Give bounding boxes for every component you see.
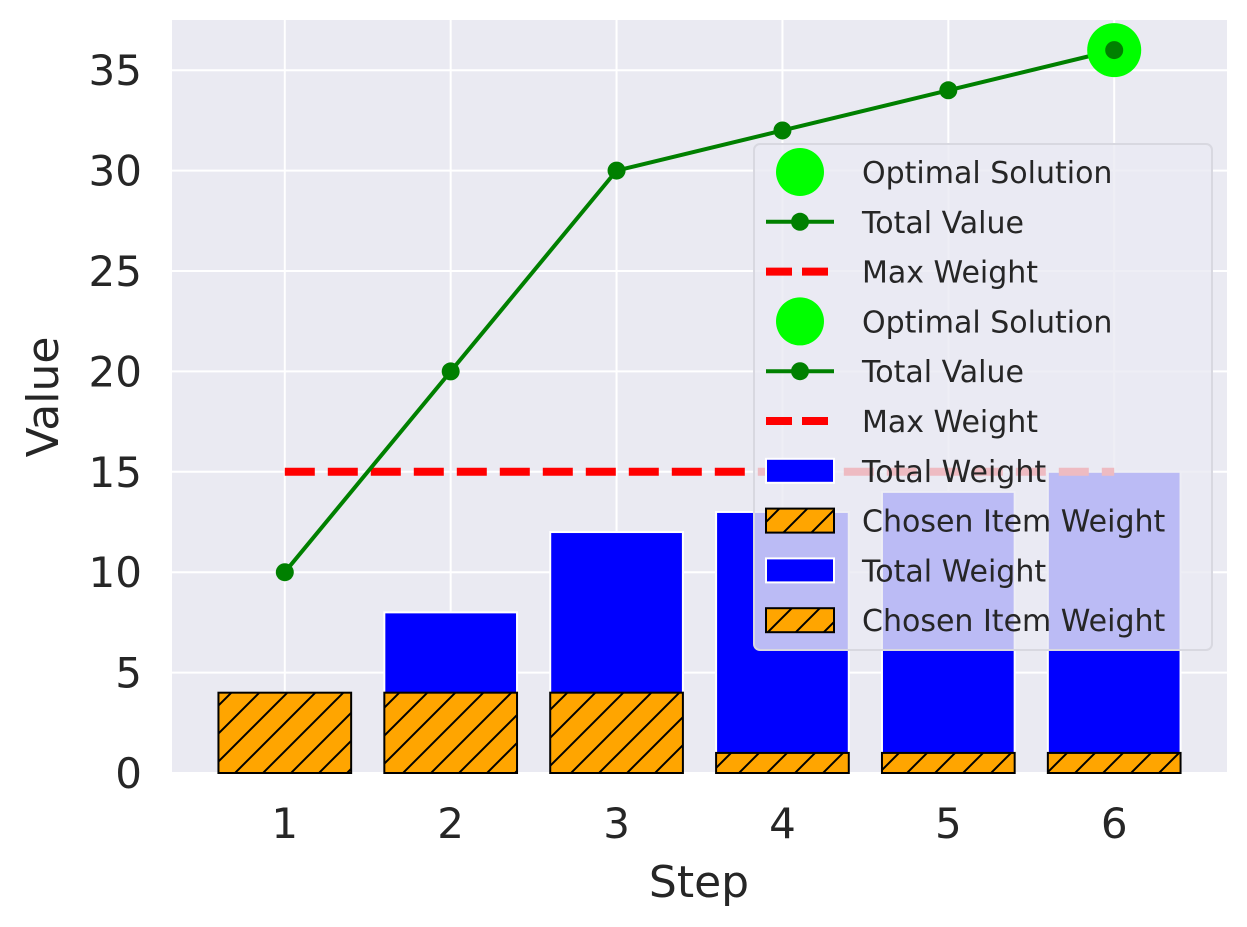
x-tick-label: 5: [935, 799, 962, 848]
y-tick-label: 5: [115, 649, 142, 698]
legend-handle-patch: [765, 457, 835, 484]
y-tick-label: 30: [89, 147, 142, 196]
legend-item: Total Value: [766, 355, 1024, 390]
legend-label: Chosen Item Weight: [862, 604, 1166, 639]
total-value-point: [441, 362, 460, 381]
legend-handle-marker: [776, 297, 824, 346]
total-value-polyline: [283, 48, 1115, 574]
y-tick-label: 15: [89, 448, 142, 497]
y-axis-label: Value: [18, 337, 69, 458]
y-tick-label: 35: [89, 46, 142, 95]
chosen-item-weight-bar: [715, 751, 850, 774]
total-value-point: [773, 121, 792, 140]
optimal-solution-inner-point: [1105, 41, 1124, 60]
y-tick-label: 20: [89, 347, 142, 396]
chosen-item-weight-bar: [1046, 751, 1182, 774]
legend-handle-hatch: [765, 607, 835, 634]
chosen-item-weight-bars: [217, 691, 1182, 774]
x-tick-labels: 1 2 3 4 5 6: [271, 799, 1127, 848]
legend-handle-point: [791, 212, 809, 231]
x-tick-label: 4: [769, 799, 796, 848]
optimal-solution-markers: [1087, 23, 1142, 78]
legend-item: Chosen Item Weight: [765, 604, 1166, 639]
legend-handle-point: [791, 362, 809, 381]
x-tick-label: 1: [271, 799, 298, 848]
legend: Optimal Solution Total Value Max Weight Opt…: [753, 143, 1213, 651]
legend-handle-hatch: [765, 507, 835, 534]
legend-label: Max Weight: [862, 256, 1038, 291]
legend-label: Total Weight: [861, 554, 1046, 589]
legend-label: Optimal Solution: [862, 156, 1112, 191]
y-tick-labels: 0 5 10 15 20 25 30 35: [89, 46, 142, 798]
legend-label: Total Value: [861, 206, 1024, 241]
chosen-item-weight-bar: [880, 751, 1016, 774]
legend-item: Total Weight: [765, 554, 1046, 589]
y-tick-label: 10: [89, 548, 142, 597]
legend-item: Total Weight: [765, 455, 1046, 490]
total-value-point: [939, 81, 958, 100]
legend-label: Total Value: [861, 355, 1024, 390]
legend-handle-marker: [776, 148, 824, 196]
chosen-item-weight-bar: [549, 691, 684, 774]
legend-item: Chosen Item Weight: [765, 505, 1166, 540]
legend-label: Max Weight: [862, 405, 1038, 440]
total-value-point: [275, 563, 294, 582]
x-tick-label: 2: [437, 799, 464, 848]
chosen-item-weight-bar: [217, 691, 353, 774]
legend-item: Optimal Solution: [776, 148, 1112, 196]
total-value-point: [607, 161, 626, 180]
legend-item: Optimal Solution: [776, 297, 1112, 346]
legend-box: [753, 143, 1213, 651]
legend-item: Max Weight: [766, 405, 1038, 440]
legend-handle-patch: [765, 557, 835, 584]
legend-label: Chosen Item Weight: [862, 505, 1166, 540]
y-tick-label: 25: [89, 247, 142, 296]
x-tick-label: 6: [1101, 799, 1128, 848]
legend-label: Optimal Solution: [862, 305, 1112, 340]
y-tick-label: 0: [115, 749, 142, 798]
x-axis-label: Step: [649, 857, 749, 908]
chosen-item-weight-bar: [383, 691, 519, 774]
x-tick-label: 3: [603, 799, 630, 848]
legend-item: Total Value: [766, 206, 1024, 241]
legend-label: Total Weight: [861, 455, 1046, 490]
legend-item: Max Weight: [766, 256, 1038, 291]
